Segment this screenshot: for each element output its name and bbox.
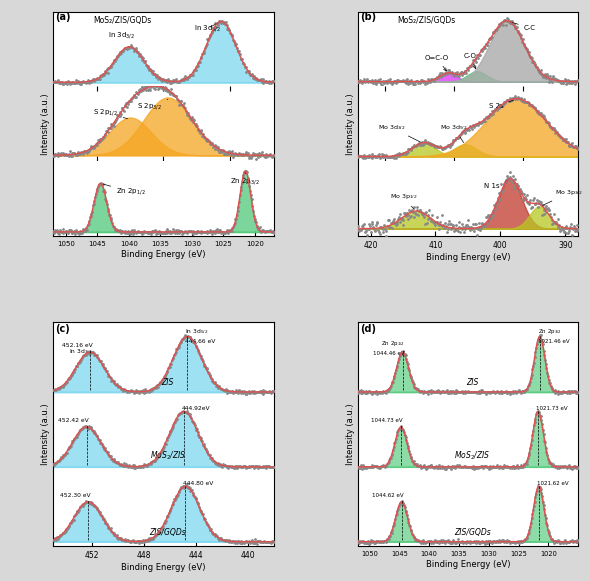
Text: 444.66 eV: 444.66 eV	[185, 339, 215, 344]
Text: MoS$_2$/ZIS: MoS$_2$/ZIS	[150, 450, 186, 462]
Text: Mo 3d$_{3/2}$: Mo 3d$_{3/2}$	[378, 124, 421, 142]
Text: 1044.62 eV: 1044.62 eV	[372, 493, 404, 498]
Text: 1021.46 eV: 1021.46 eV	[538, 339, 569, 344]
Text: MoS₂/ZIS/GQDs: MoS₂/ZIS/GQDs	[93, 16, 151, 25]
Text: (b): (b)	[360, 12, 376, 23]
Text: 452.16 eV: 452.16 eV	[62, 343, 93, 348]
Y-axis label: Intensity (a.u.): Intensity (a.u.)	[346, 93, 355, 155]
Text: ZIS/GQDs: ZIS/GQDs	[454, 528, 491, 537]
Text: N 1s: N 1s	[484, 181, 507, 189]
Text: S 2p$_{3/2}$: S 2p$_{3/2}$	[137, 99, 168, 112]
Text: 452.30 eV: 452.30 eV	[60, 493, 91, 498]
Text: ZIS: ZIS	[466, 378, 478, 388]
Text: (a): (a)	[55, 12, 71, 23]
Text: 444.92eV: 444.92eV	[181, 406, 210, 411]
Text: C-O: C-O	[464, 53, 477, 69]
Text: O=C-O: O=C-O	[425, 55, 449, 71]
Text: 444.80 eV: 444.80 eV	[183, 480, 213, 486]
Text: Mo 3p$_{3/2}$: Mo 3p$_{3/2}$	[542, 189, 583, 206]
Y-axis label: Intensity (a.u.): Intensity (a.u.)	[41, 403, 50, 465]
Text: S 2s: S 2s	[489, 100, 513, 109]
Text: Zn 2p$_{1/2}$: Zn 2p$_{1/2}$	[381, 340, 404, 348]
Text: MoS₂/ZIS/GQDs: MoS₂/ZIS/GQDs	[397, 16, 455, 25]
Text: MoS$_2$/ZIS: MoS$_2$/ZIS	[454, 450, 490, 462]
Text: ZIS/GQDs: ZIS/GQDs	[149, 528, 186, 537]
Text: ZIS: ZIS	[162, 378, 174, 388]
Text: (d): (d)	[360, 324, 376, 334]
X-axis label: Binding Energy (eV): Binding Energy (eV)	[425, 253, 510, 262]
Text: 1021.73 eV: 1021.73 eV	[536, 406, 568, 411]
Text: In 3d$_{3/2}$: In 3d$_{3/2}$	[69, 348, 93, 356]
Text: Zn 2p$_{3/2}$: Zn 2p$_{3/2}$	[538, 328, 562, 336]
Text: Zn 2p$_{1/2}$: Zn 2p$_{1/2}$	[103, 184, 146, 198]
Text: Mo 3p$_{1/2}$: Mo 3p$_{1/2}$	[390, 193, 418, 210]
Text: 1044.73 eV: 1044.73 eV	[371, 418, 403, 423]
Text: (c): (c)	[55, 324, 70, 334]
Text: In 3d$_{3/2}$: In 3d$_{3/2}$	[108, 31, 135, 47]
Text: C-C: C-C	[510, 21, 536, 31]
X-axis label: Binding Energy (eV): Binding Energy (eV)	[425, 560, 510, 569]
Text: 1021.62 eV: 1021.62 eV	[537, 480, 569, 486]
Text: In 3d$_{5/2}$: In 3d$_{5/2}$	[194, 23, 221, 34]
Y-axis label: Intensity (a.u.): Intensity (a.u.)	[346, 403, 355, 465]
Text: S 2p$_{1/2}$: S 2p$_{1/2}$	[93, 107, 127, 119]
Text: 1044.46 eV: 1044.46 eV	[373, 351, 404, 356]
X-axis label: Binding Energy (eV): Binding Energy (eV)	[121, 250, 206, 259]
X-axis label: Binding Energy (eV): Binding Energy (eV)	[121, 563, 206, 572]
Text: Mo 3d$_{5/2}$: Mo 3d$_{5/2}$	[440, 124, 468, 142]
Text: Zn 2p$_{3/2}$: Zn 2p$_{3/2}$	[230, 171, 259, 187]
Text: 452.42 eV: 452.42 eV	[58, 418, 89, 423]
Y-axis label: Intensity (a.u.): Intensity (a.u.)	[41, 93, 50, 155]
Text: In 3d$_{5/2}$: In 3d$_{5/2}$	[185, 328, 208, 336]
